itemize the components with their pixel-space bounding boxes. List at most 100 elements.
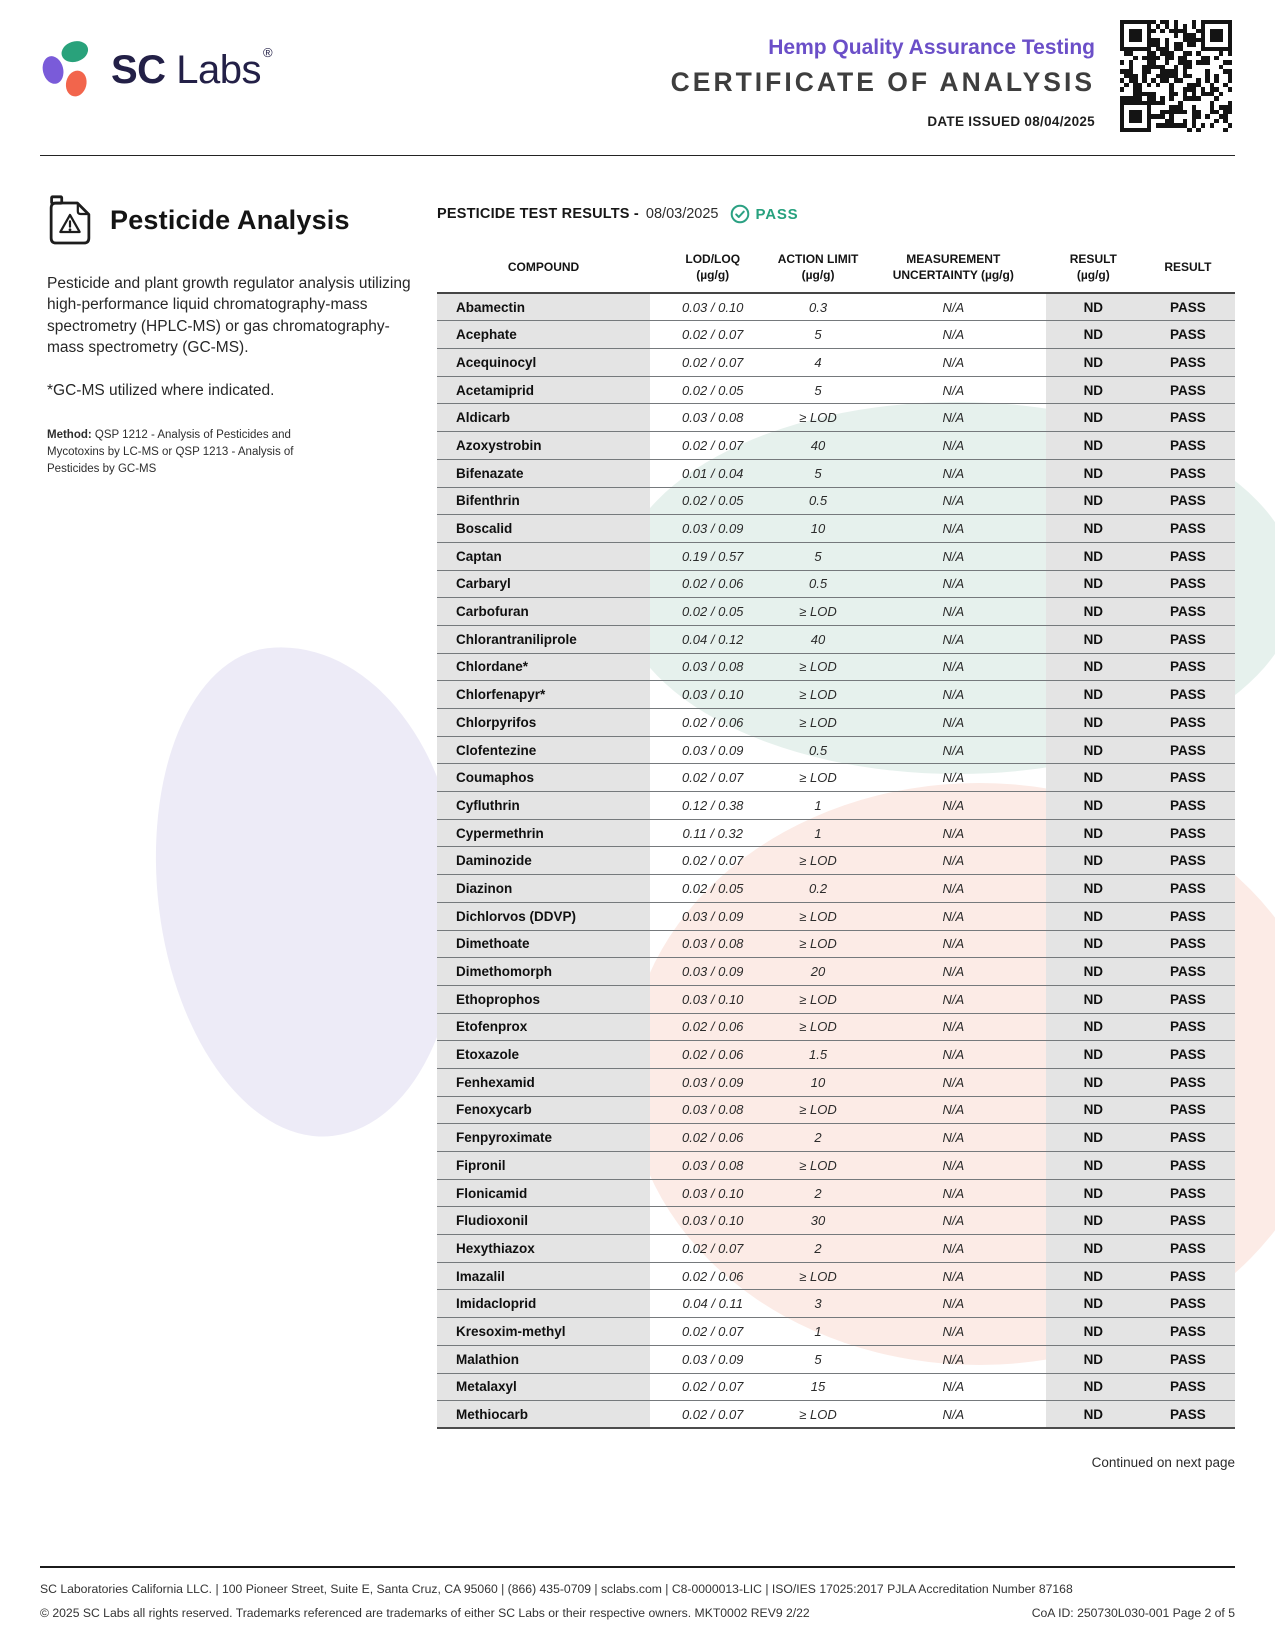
compound-cell: Bifenthrin [437, 487, 651, 515]
lod-loq-cell: 0.03 / 0.09 [681, 908, 744, 924]
uncertainty-cell: N/A [942, 1240, 965, 1256]
uncertainty-cell: N/A [942, 493, 965, 509]
action-limit-cell: ≥ LOD [799, 687, 837, 703]
table-row: Chlorfenapyr* 0.03 / 0.10 ≥ LOD N/A ND P… [437, 680, 1235, 709]
uncertainty-cell: N/A [942, 631, 965, 647]
uncertainty-cell: N/A [942, 1185, 965, 1201]
status-cell: PASS [1140, 1289, 1235, 1318]
result-cell: ND [1045, 597, 1141, 626]
status-cell: PASS [1140, 1068, 1235, 1097]
lod-loq-cell: 0.02 / 0.07 [681, 770, 744, 786]
result-cell: ND [1045, 1234, 1141, 1263]
lod-loq-cell: 0.03 / 0.08 [681, 1102, 744, 1118]
analysis-summary-panel: Pesticide Analysis Pesticide and plant g… [47, 194, 425, 490]
status-cell: PASS [1140, 874, 1235, 903]
result-cell: ND [1045, 680, 1141, 709]
compound-cell: Fenpyroximate [437, 1123, 651, 1152]
lod-loq-cell: 0.19 / 0.57 [681, 548, 744, 564]
action-limit-cell: 3 [814, 1296, 822, 1312]
uncertainty-cell: N/A [942, 1406, 965, 1422]
uncertainty-cell: N/A [942, 1102, 965, 1118]
action-limit-cell: 5 [814, 382, 822, 398]
action-limit-cell: 4 [814, 354, 822, 370]
results-date: 08/03/2025 [645, 206, 719, 222]
sclabs-logo-icon [42, 41, 89, 97]
result-cell: ND [1045, 1289, 1141, 1318]
uncertainty-cell: N/A [942, 687, 965, 703]
registered-mark: ® [262, 45, 273, 60]
lod-loq-cell: 0.03 / 0.09 [681, 1351, 744, 1367]
compound-cell: Carbofuran [437, 597, 651, 626]
compound-cell: Kresoxim-methyl [437, 1317, 651, 1346]
uncertainty-cell: N/A [942, 936, 965, 952]
compound-cell: Fipronil [437, 1151, 651, 1180]
compound-cell: Hexythiazox [437, 1234, 651, 1263]
lod-loq-cell: 0.03 / 0.08 [681, 936, 744, 952]
status-cell: PASS [1140, 1373, 1235, 1401]
compound-cell: Daminozide [437, 846, 651, 875]
pesticide-results-table: COMPOUND LOD/LOQ (µg/g) ACTION LIMIT (µg/g… [437, 240, 1235, 1429]
lod-loq-cell: 0.02 / 0.07 [681, 1323, 744, 1339]
header-divider [40, 155, 1235, 156]
gcms-note: *GC-MS utilized where indicated. [47, 381, 275, 399]
status-cell: PASS [1140, 625, 1235, 654]
result-cell: ND [1045, 1068, 1141, 1097]
action-limit-cell: 10 [810, 521, 826, 537]
table-row: Chlorpyrifos 0.02 / 0.06 ≥ LOD N/A ND PA… [437, 708, 1235, 737]
result-cell: ND [1045, 431, 1141, 460]
sclabs-logo-text: SC Labs ® [111, 45, 273, 93]
continued-note: Continued on next page [1091, 1455, 1235, 1471]
compound-cell: Acetamiprid [437, 376, 651, 404]
compound-cell: Carbaryl [437, 570, 651, 598]
uncertainty-cell: N/A [942, 659, 965, 675]
lod-loq-cell: 0.02 / 0.07 [681, 1406, 744, 1422]
result-cell: ND [1045, 957, 1141, 986]
uncertainty-cell: N/A [942, 742, 965, 758]
lod-loq-cell: 0.02 / 0.06 [681, 714, 744, 730]
result-cell: ND [1045, 570, 1141, 598]
uncertainty-cell: N/A [942, 825, 965, 841]
action-limit-cell: ≥ LOD [799, 770, 837, 786]
uncertainty-cell: N/A [942, 1379, 965, 1395]
compound-cell: Methiocarb [437, 1400, 651, 1429]
result-cell: ND [1045, 902, 1141, 930]
lod-loq-cell: 0.12 / 0.38 [681, 797, 744, 813]
result-cell: ND [1045, 1345, 1141, 1373]
lod-loq-cell: 0.03 / 0.08 [681, 410, 744, 426]
status-cell: PASS [1140, 320, 1235, 349]
table-row: Flonicamid 0.03 / 0.10 2 N/A ND PASS [437, 1179, 1235, 1207]
result-cell: ND [1045, 514, 1141, 543]
uncertainty-cell: N/A [942, 548, 965, 564]
compound-cell: Ethoprophos [437, 985, 651, 1014]
uncertainty-cell: N/A [942, 797, 965, 813]
uncertainty-cell: N/A [942, 770, 965, 786]
uncertainty-cell: N/A [942, 1296, 965, 1312]
table-row: Acephate 0.02 / 0.07 5 N/A ND PASS [437, 320, 1235, 349]
table-row: Coumaphos 0.02 / 0.07 ≥ LOD N/A ND PASS [437, 763, 1235, 792]
table-row: Clofentezine 0.03 / 0.09 0.5 N/A ND PASS [437, 736, 1235, 764]
pesticide-canister-icon [49, 195, 91, 245]
action-limit-cell: ≥ LOD [799, 1157, 837, 1173]
compound-cell: Diazinon [437, 874, 651, 903]
col-uncertainty: MEASUREMENT UNCERTAINTY (µg/g) [892, 252, 1014, 282]
compound-cell: Chlorantraniliprole [437, 625, 651, 654]
method-text: QSP 1212 - Analysis of Pesticides and My… [47, 428, 294, 476]
compound-cell: Acequinocyl [437, 348, 651, 377]
uncertainty-cell: N/A [942, 714, 965, 730]
lod-loq-cell: 0.02 / 0.05 [681, 493, 744, 509]
result-cell: ND [1045, 1262, 1141, 1290]
result-cell: ND [1045, 320, 1141, 349]
compound-cell: Clofentezine [437, 736, 651, 764]
status-cell: PASS [1140, 348, 1235, 377]
col-compound: COMPOUND [507, 259, 580, 274]
result-cell: ND [1045, 1400, 1141, 1429]
result-cell: ND [1045, 1206, 1141, 1235]
table-row: Chlorantraniliprole 0.04 / 0.12 40 N/A N… [437, 625, 1235, 654]
uncertainty-cell: N/A [942, 1351, 965, 1367]
page-footer: SC Laboratories California LLC. | 100 Pi… [40, 1566, 1235, 1620]
result-cell: ND [1045, 1179, 1141, 1207]
action-limit-cell: 40 [810, 631, 826, 647]
uncertainty-cell: N/A [942, 437, 965, 453]
table-row: Aldicarb 0.03 / 0.08 ≥ LOD N/A ND PASS [437, 403, 1235, 432]
